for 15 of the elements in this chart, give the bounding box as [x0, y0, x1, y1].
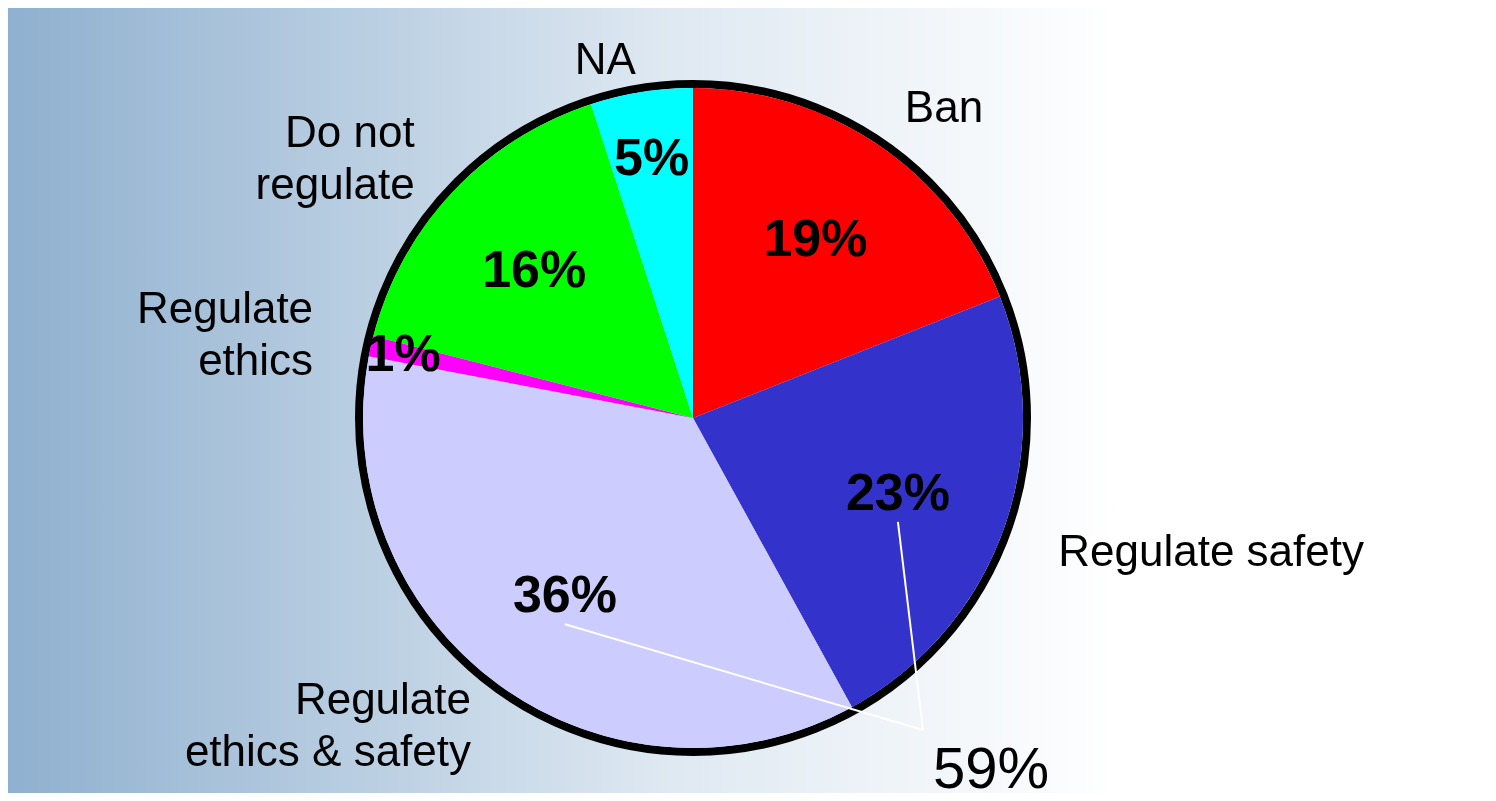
data-label: 19% [763, 208, 868, 267]
data-label: 23% [845, 462, 950, 521]
data-label: 36% [512, 565, 618, 624]
slice-label: NA [574, 33, 637, 83]
pie-slice [693, 88, 1000, 418]
slice-label: Regulate ethics & safety [184, 673, 472, 775]
slice-label: Regulate safety [1058, 525, 1365, 575]
data-label: 5% [614, 128, 690, 187]
slice-label: Regulate ethics [136, 282, 314, 384]
slice-label: Do not regulate [255, 106, 415, 208]
data-label: 16% [482, 239, 587, 298]
slice-label: Ban [904, 81, 984, 131]
pie-slice [693, 296, 1023, 708]
text: 59% [933, 735, 1050, 800]
pie-slice [591, 88, 693, 418]
